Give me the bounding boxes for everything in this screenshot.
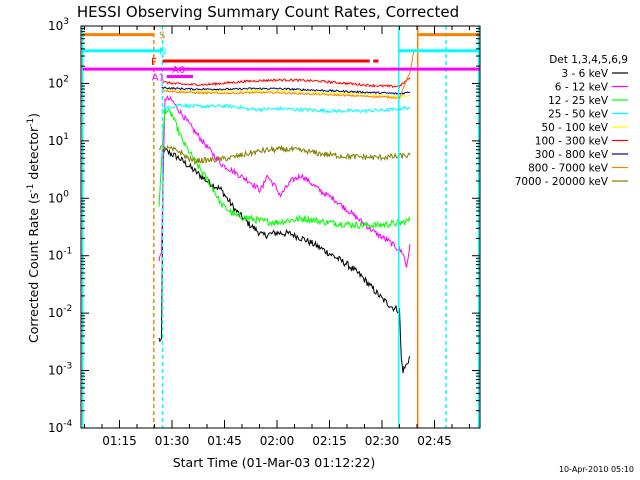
y-axis-title-main: Corrected Count Rate (s — [26, 193, 41, 343]
legend-entry-label: 12 - 25 keV — [548, 95, 609, 107]
y-tick-base: 10 — [48, 249, 63, 263]
legend-entry-label: 25 - 50 keV — [548, 109, 609, 121]
y-tick-label: 10-2 — [48, 304, 72, 320]
y-tick-exponent: 2 — [63, 74, 69, 84]
legend-entry-label: 800 - 7000 keV — [528, 163, 609, 175]
series-line-300-to-800keV — [161, 86, 411, 95]
flag-label-s: S — [159, 31, 165, 42]
x-tick-label: 01:15 — [102, 434, 137, 448]
y-tick-label: 100 — [48, 189, 69, 205]
legend-entry-label: 100 - 300 keV — [535, 136, 609, 148]
footer-date: 10-Apr-2010 05:10 — [559, 465, 634, 474]
y-axis-title: Corrected Count Rate (s-1 detector-1) — [26, 113, 41, 343]
y-tick-base: 10 — [48, 306, 63, 320]
y-tick-exponent: 1 — [63, 132, 69, 142]
y-tick-label: 103 — [48, 17, 69, 33]
series-line-100-to-300keV — [161, 77, 411, 88]
plot-area: SNFA0A110310210110010-110-210-310-401:15… — [48, 17, 481, 448]
chart-title: HESSI Observing Summary Count Rates, Cor… — [77, 3, 459, 21]
series-line-50-to-100keV — [161, 86, 411, 99]
x-tick-label: 02:45 — [417, 434, 452, 448]
legend-entry-label: 6 - 12 keV — [555, 82, 609, 94]
y-axis-title-end: ) — [26, 113, 41, 118]
legend-title: Det 1,3,4,5,6,9 — [549, 54, 628, 66]
x-tick-label: 01:45 — [207, 434, 242, 448]
flag-label-f: F — [151, 57, 157, 68]
series-line-7000-to-20000keV — [158, 144, 411, 166]
series-line-800-to-7000keV — [161, 48, 415, 100]
y-tick-label: 10-4 — [48, 419, 73, 435]
y-tick-exponent: 0 — [63, 189, 69, 199]
x-tick-label: 01:30 — [155, 434, 190, 448]
y-tick-exponent: 3 — [63, 17, 69, 27]
flag-label-n: N — [159, 47, 166, 58]
y-tick-exponent: -4 — [63, 419, 72, 429]
x-tick-label: 02:00 — [260, 434, 295, 448]
plot-frame — [80, 25, 481, 429]
legend-entry-label: 7000 - 20000 keV — [515, 176, 609, 188]
legend-entry-label: 300 - 800 keV — [535, 149, 609, 161]
y-tick-exponent: -1 — [63, 247, 72, 257]
y-tick-base: 10 — [48, 364, 63, 378]
y-tick-base: 10 — [48, 19, 63, 33]
x-axis-title: Start Time (01-Mar-03 01:12:22) — [173, 455, 376, 470]
series-line-12-to-25keV — [158, 107, 411, 230]
y-axis-title-sup1: -1 — [26, 184, 36, 193]
legend-entry-label: 50 - 100 keV — [541, 122, 608, 134]
y-tick-base: 10 — [48, 421, 63, 435]
series-line-6-to-12keV — [158, 95, 411, 268]
flag-label-a1: A1 — [152, 73, 165, 84]
y-axis-title-mid: detector — [26, 126, 41, 184]
y-axis-title-sup2: -1 — [26, 118, 36, 127]
y-tick-label: 10-1 — [48, 247, 72, 263]
flag-label-a0: A0 — [172, 65, 185, 76]
x-tick-label: 02:15 — [312, 434, 347, 448]
y-tick-base: 10 — [48, 76, 63, 90]
y-tick-label: 10-3 — [48, 362, 72, 378]
y-tick-label: 101 — [48, 132, 69, 148]
series-line-25-to-50keV — [161, 102, 411, 114]
y-tick-exponent: -3 — [63, 362, 72, 372]
y-tick-base: 10 — [48, 134, 63, 148]
y-tick-label: 102 — [48, 74, 69, 90]
y-tick-exponent: -2 — [63, 304, 72, 314]
y-tick-base: 10 — [48, 191, 63, 205]
series-line-3-to-6keV — [158, 146, 411, 374]
legend-entry-label: 3 - 6 keV — [561, 68, 608, 80]
x-tick-label: 02:30 — [365, 434, 400, 448]
